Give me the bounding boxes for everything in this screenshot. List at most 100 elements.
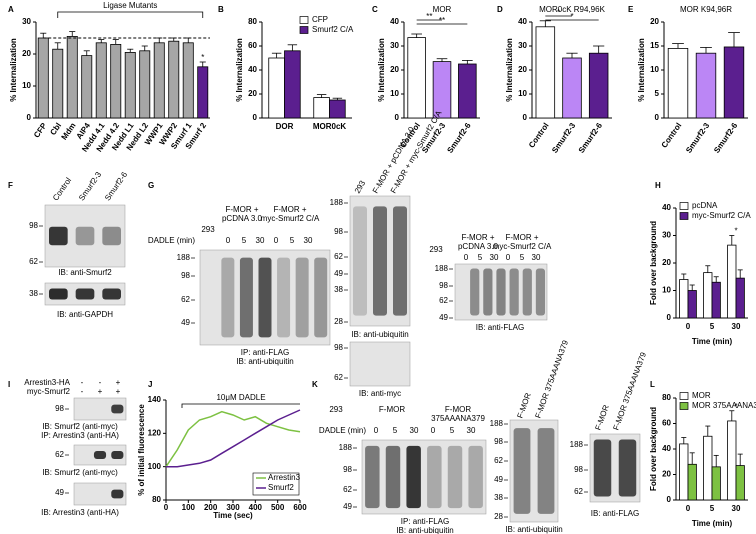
lane-band bbox=[496, 268, 506, 316]
sign: - bbox=[81, 387, 84, 396]
group-label: F-MOR + bbox=[505, 233, 538, 242]
y-axis-label: Fold over background bbox=[649, 407, 658, 491]
time-value: 0 bbox=[506, 253, 511, 262]
row-label: Arrestin3-HA bbox=[24, 378, 70, 387]
time-value: 30 bbox=[304, 236, 313, 245]
mw-marker: 62 bbox=[334, 252, 343, 261]
y-tick-label: 30 bbox=[662, 231, 671, 240]
bar bbox=[124, 52, 136, 119]
y-tick-label: 40 bbox=[518, 17, 527, 26]
mw-marker: 38 bbox=[29, 289, 38, 298]
mw-marker: 62 bbox=[29, 257, 38, 266]
row-label: myc-Smurf2 bbox=[27, 387, 71, 396]
lane-band bbox=[277, 257, 291, 338]
annotation: * bbox=[201, 53, 204, 62]
y-tick-label: 60 bbox=[248, 41, 257, 50]
bar bbox=[139, 50, 151, 119]
time-value: 0 bbox=[464, 253, 469, 262]
time-value: 0 bbox=[374, 426, 379, 435]
legend-swatch bbox=[679, 392, 689, 400]
x-tick-label: 0 bbox=[686, 322, 691, 331]
y-tick-label: 140 bbox=[148, 395, 162, 404]
legend-swatch bbox=[679, 202, 689, 210]
blot-caption: IB: anti-FLAG bbox=[591, 509, 639, 518]
panel-letter: I bbox=[8, 380, 10, 389]
x-tick-label: Control bbox=[527, 121, 551, 149]
column-label: F-MOR 375AAANA379 bbox=[611, 351, 648, 432]
line bbox=[165, 410, 301, 468]
time-value: 5 bbox=[450, 426, 455, 435]
panel-letter: D bbox=[497, 5, 503, 14]
bar bbox=[703, 435, 713, 501]
time-value: 5 bbox=[290, 236, 295, 245]
mw-marker: 49 bbox=[343, 502, 352, 511]
lane-band bbox=[93, 451, 107, 459]
time-value: 5 bbox=[478, 253, 483, 262]
y-tick-label: 10 bbox=[390, 89, 399, 98]
mw-marker: 188 bbox=[490, 419, 504, 428]
group-label: F-MOR bbox=[379, 405, 405, 414]
x-tick-label: Smurf2-3 bbox=[684, 121, 712, 155]
lane-band bbox=[49, 226, 68, 246]
legend-swatch bbox=[299, 16, 309, 24]
y-tick-label: 20 bbox=[650, 17, 659, 26]
mw-marker: 49 bbox=[439, 313, 448, 322]
lane-band bbox=[353, 206, 367, 316]
legend-swatch bbox=[299, 26, 309, 34]
blot-caption: IP: Arrestin3 (anti-HA) bbox=[41, 431, 119, 440]
y-axis-label: % Internalization bbox=[637, 38, 646, 102]
blot bbox=[73, 482, 127, 506]
y-tick-label: 0 bbox=[523, 113, 528, 122]
blot-caption: IB: anti-ubiquitin bbox=[351, 330, 408, 339]
x-tick-label: Smurf2-3 bbox=[550, 121, 578, 155]
blot-caption: IP: anti-FLAG bbox=[241, 348, 289, 357]
y-axis-label: % of initial fluorescence bbox=[137, 404, 146, 496]
x-tick-label: Control bbox=[660, 121, 684, 149]
bar bbox=[687, 463, 697, 501]
sign: + bbox=[116, 387, 121, 396]
lane-band bbox=[111, 451, 124, 459]
time-value: 0 bbox=[226, 236, 231, 245]
y-tick-label: 60 bbox=[662, 419, 671, 428]
y-tick-label: 0 bbox=[667, 495, 672, 504]
time-value: 30 bbox=[410, 426, 419, 435]
bar bbox=[153, 42, 165, 119]
mw-marker: 62 bbox=[494, 456, 503, 465]
y-tick-label: 10 bbox=[662, 286, 671, 295]
blot-caption: IB: anti-Smurf2 bbox=[58, 268, 112, 277]
x-axis-label: Time (min) bbox=[692, 519, 733, 528]
blot bbox=[361, 439, 487, 515]
lane-band bbox=[537, 428, 555, 514]
x-tick-label: 5 bbox=[710, 504, 715, 513]
lane-band bbox=[102, 288, 121, 300]
mw-marker: 188 bbox=[177, 253, 191, 262]
y-axis-label: % Internalization bbox=[9, 38, 18, 102]
blot-caption: IB: anti-FLAG bbox=[476, 323, 524, 332]
lane-band bbox=[75, 288, 95, 300]
panel-letter: B bbox=[218, 5, 224, 14]
lane-band bbox=[221, 257, 235, 338]
mw-marker: 188 bbox=[435, 264, 449, 273]
x-tick-label: 400 bbox=[249, 503, 263, 512]
x-tick-label: 300 bbox=[226, 503, 240, 512]
lane-band bbox=[239, 257, 253, 338]
panel-letter: G bbox=[148, 181, 154, 190]
y-tick-label: 0 bbox=[253, 113, 258, 122]
blot-caption: IB: anti-ubiquitin bbox=[396, 526, 453, 534]
panel-letter: K bbox=[312, 380, 318, 389]
column-label: Control bbox=[51, 176, 73, 202]
mw-marker: 98 bbox=[334, 343, 343, 352]
y-tick-label: 20 bbox=[22, 49, 31, 58]
annotation: * bbox=[570, 12, 573, 21]
bar bbox=[562, 57, 582, 119]
annotation: * bbox=[557, 8, 560, 17]
x-tick-label: 30 bbox=[732, 504, 741, 513]
y-tick-label: 0 bbox=[395, 113, 400, 122]
y-tick-label: 20 bbox=[662, 258, 671, 267]
column-label: Smurf2-6 bbox=[103, 170, 130, 203]
bar bbox=[588, 52, 609, 119]
panel-letter: J bbox=[148, 380, 152, 389]
x-tick-label: 5 bbox=[710, 322, 715, 331]
lane-band bbox=[373, 206, 387, 316]
